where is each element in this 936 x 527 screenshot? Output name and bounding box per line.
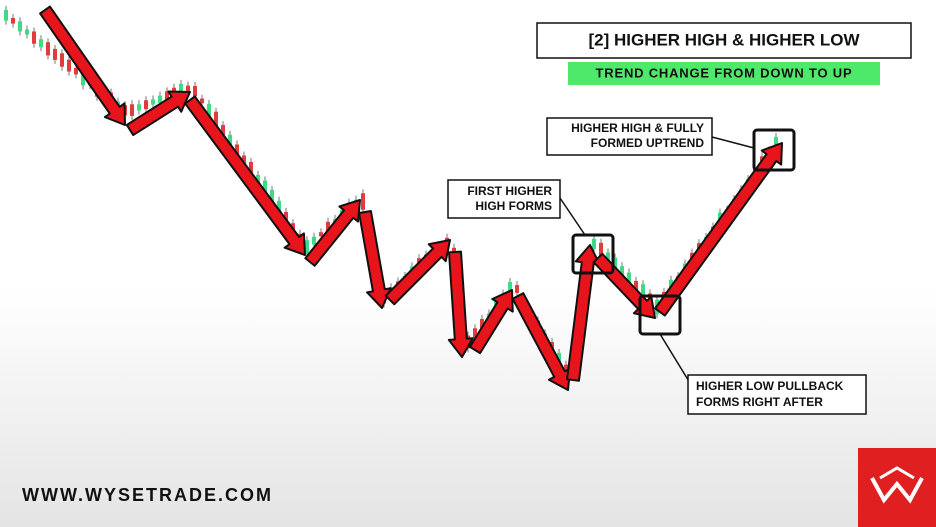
title-box bbox=[536, 22, 912, 59]
leader-line bbox=[559, 197, 586, 236]
candle bbox=[480, 318, 484, 330]
candle bbox=[200, 98, 204, 104]
candle bbox=[361, 193, 365, 210]
candle bbox=[641, 284, 645, 302]
candle bbox=[305, 240, 309, 254]
candle bbox=[74, 67, 78, 75]
annotation-text: FORMED UPTREND bbox=[591, 136, 705, 150]
candle bbox=[151, 99, 155, 105]
leader-lines bbox=[559, 136, 755, 384]
candle bbox=[193, 86, 197, 97]
subtitle: TREND CHANGE FROM DOWN TO UP bbox=[596, 65, 853, 80]
candle bbox=[67, 59, 71, 72]
annotation-text: HIGHER LOW PULLBACK bbox=[696, 379, 844, 393]
candle bbox=[214, 111, 218, 130]
subtitle-bar bbox=[568, 62, 880, 85]
candle bbox=[270, 189, 274, 207]
candle bbox=[25, 29, 29, 35]
trend-arrow bbox=[304, 199, 361, 267]
trend-arrow bbox=[468, 289, 514, 355]
candle bbox=[158, 95, 162, 103]
candle bbox=[592, 238, 596, 250]
trend-arrow bbox=[125, 90, 191, 137]
candle bbox=[606, 252, 610, 264]
annotation-box bbox=[447, 179, 561, 219]
candle bbox=[263, 180, 267, 197]
annotation-text: FORMS RIGHT AFTER bbox=[696, 395, 823, 409]
trend-arrow bbox=[447, 250, 474, 358]
candle bbox=[165, 91, 169, 102]
candle bbox=[326, 221, 330, 235]
trend-arrow bbox=[358, 209, 392, 309]
trend-arrow bbox=[384, 239, 451, 306]
trend-arrows bbox=[39, 5, 783, 391]
candle bbox=[53, 48, 57, 60]
logo-mark bbox=[879, 466, 915, 480]
logo bbox=[858, 448, 936, 527]
title: [2] HIGHER HIGH & HIGHER LOW bbox=[588, 30, 860, 49]
annotation-text: HIGHER HIGH & FULLY bbox=[571, 121, 704, 135]
candle bbox=[319, 232, 323, 237]
candle bbox=[613, 257, 617, 273]
candle bbox=[60, 53, 64, 67]
trend-arrow bbox=[39, 5, 126, 126]
candle bbox=[235, 144, 239, 155]
leader-line bbox=[711, 136, 755, 149]
trend-arrow bbox=[654, 142, 783, 317]
candle bbox=[242, 155, 246, 164]
candle bbox=[207, 103, 211, 118]
candle bbox=[277, 200, 281, 216]
candle bbox=[249, 161, 253, 177]
leader-line bbox=[659, 333, 691, 384]
candle bbox=[32, 31, 36, 44]
candle bbox=[634, 280, 638, 292]
candle bbox=[4, 9, 8, 21]
candle bbox=[228, 134, 232, 145]
candle bbox=[508, 282, 512, 297]
candle bbox=[473, 328, 477, 338]
candle bbox=[256, 174, 260, 183]
trend-arrow bbox=[184, 95, 306, 256]
candle bbox=[627, 272, 631, 286]
annotation-text: FIRST HIGHER bbox=[467, 184, 552, 198]
highlight-box bbox=[752, 128, 796, 172]
candle bbox=[39, 39, 43, 48]
candle bbox=[221, 125, 225, 136]
annotation-box bbox=[687, 374, 867, 415]
website: WWW.WYSETRADE.COM bbox=[22, 485, 273, 505]
candle bbox=[18, 21, 22, 32]
annotation-text: HIGH FORMS bbox=[475, 199, 552, 213]
candle bbox=[620, 266, 624, 278]
annotation-box bbox=[546, 117, 713, 156]
candle bbox=[515, 285, 519, 293]
candle bbox=[130, 104, 134, 116]
candle bbox=[599, 242, 603, 260]
candle bbox=[137, 104, 141, 111]
logo-mark bbox=[870, 477, 924, 504]
candle bbox=[46, 42, 50, 56]
candle bbox=[144, 100, 148, 110]
candle bbox=[312, 236, 316, 245]
candle bbox=[11, 17, 15, 24]
highlight-box bbox=[571, 233, 615, 275]
candle bbox=[186, 85, 190, 92]
